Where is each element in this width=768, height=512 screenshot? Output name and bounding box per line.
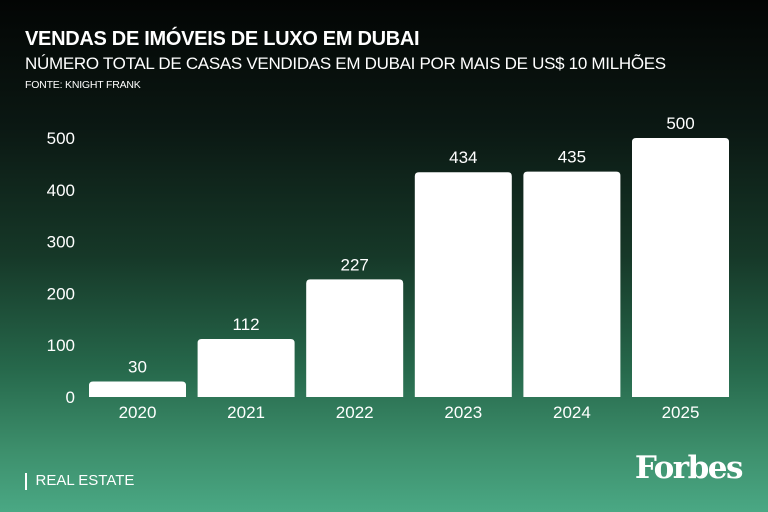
value-label: 30 [128, 357, 147, 376]
bar-2021 [197, 338, 295, 397]
x-tick-label: 2022 [336, 403, 374, 422]
value-label: 435 [558, 148, 586, 167]
bar-2020 [89, 381, 186, 397]
x-tick-label: 2024 [553, 403, 591, 422]
x-tick-label: 2025 [662, 403, 700, 422]
x-tick-label: 2023 [444, 403, 482, 422]
x-tick-label: 2021 [227, 403, 265, 422]
y-tick-label: 500 [47, 129, 75, 148]
y-tick-label: 200 [47, 284, 75, 303]
bar-2025 [632, 138, 729, 397]
bar-2024 [523, 171, 621, 397]
value-label: 500 [666, 114, 694, 133]
chart-subtitle: NÚMERO TOTAL DE CASAS VENDIDAS EM DUBAI … [25, 54, 666, 73]
y-tick-label: 400 [47, 181, 75, 200]
bar-2023 [414, 172, 512, 397]
value-label: 112 [233, 315, 260, 334]
x-tick-label: 2020 [119, 403, 157, 422]
y-tick-label: 100 [47, 336, 75, 355]
section-text: REAL ESTATE [35, 472, 135, 489]
y-tick-label: 300 [47, 233, 75, 252]
chart-source: FONTE: KNIGHT FRANK [25, 79, 141, 91]
bar-2022 [306, 279, 404, 397]
divider [25, 472, 27, 490]
section-label: REAL ESTATE [25, 472, 134, 490]
value-label: 434 [449, 148, 477, 167]
chart-title: VENDAS DE IMÓVEIS DE LUXO EM DUBAI [25, 28, 420, 50]
forbes-logo: Forbes [634, 450, 744, 486]
y-tick-label: 0 [66, 388, 75, 407]
value-label: 227 [341, 255, 369, 274]
